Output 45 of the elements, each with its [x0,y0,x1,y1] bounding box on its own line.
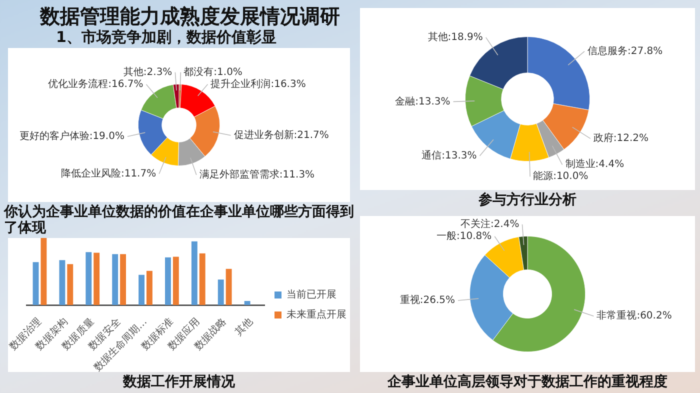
slice-label: 降低企业风险:11.7% [60,168,156,180]
slice-label: 都没有:1.0% [184,66,242,78]
legend-label: 当前已开展 [286,288,336,301]
bar [218,280,224,305]
slice-label: 政府:12.2% [593,132,649,144]
bar [226,268,232,305]
bar [94,252,100,305]
text: 参与方行业分析 [478,192,578,208]
slice-label: 提升企业利润:16.3% [210,78,306,90]
text: 你认为企事业单位数据的价值在企事业单位哪些方面得到了体现 [4,204,354,236]
slice-label: 通信:13.3% [422,150,477,162]
bar [165,257,171,305]
slice-label: 优化业务流程:16.7% [48,78,144,90]
bar [244,300,250,305]
text: 企事业单位高层领导对于数据工作的重视程度 [386,374,668,390]
slice-label: 不关注:2.4% [460,218,520,230]
bar [86,252,92,305]
x-tick-label: 其他 [232,316,256,338]
slice-label: 重视:26.5% [400,294,455,306]
bar [120,254,126,305]
bar [67,264,74,305]
bar [172,256,179,305]
slice-label: 其他:2.3% [123,66,172,78]
slice-label: 能源:10.0% [533,170,588,182]
slice-label: 制造业:4.4% [565,158,624,170]
legend-label: 未来重点开展 [286,308,346,321]
bar [146,270,152,305]
bar [138,274,145,305]
bar [32,262,39,305]
slice-label: 金融:13.3% [395,95,450,108]
text: 数据管理能力成熟度发展情况调研 [40,4,340,28]
bar [40,238,47,305]
slice-label: 满足外部监管需求:11.3% [199,168,315,180]
slice-label: 一般:10.8% [436,230,492,242]
slice-label: 非常重视:60.2% [596,310,672,322]
slice-label: 其他:18.9% [428,31,483,44]
bar [112,254,118,305]
bar [59,260,66,305]
bar [199,253,206,305]
text: 数据工作开展情况 [122,374,236,390]
bar [191,241,198,305]
slice-label: 促进业务创新:21.7% [234,128,329,141]
slice-label: 信息服务:27.8% [587,44,663,57]
text: 1、市场竞争加剧，数据价值彰显 [56,28,276,46]
slice-label: 更好的客户体验:19.0% [19,130,124,142]
